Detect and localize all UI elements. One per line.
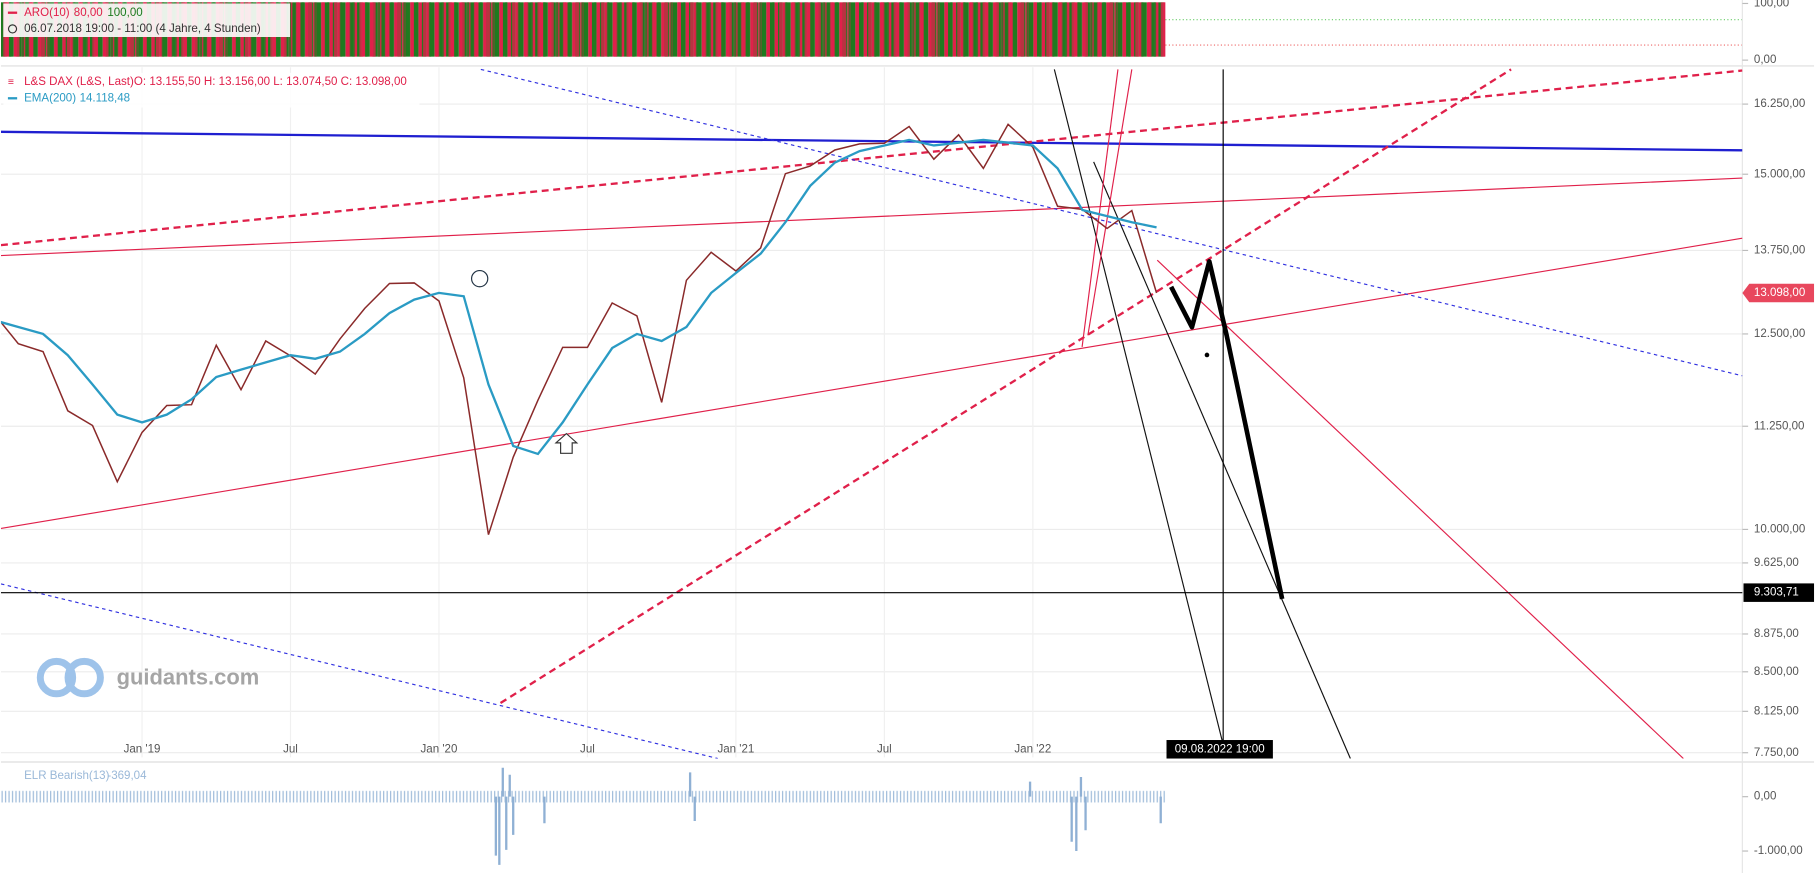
trend-line — [1087, 69, 1133, 336]
y-tick-label: 16.250,00 — [1754, 98, 1805, 110]
clock-icon — [7, 24, 18, 34]
last-price-label: 13.098,00 — [1754, 287, 1805, 299]
time-range: 06.07.2018 19:00 - 11:00 (4 Jahre, 4 Stu… — [24, 23, 261, 35]
y-tick-label: 15.000,00 — [1754, 168, 1805, 180]
series-last-label: 14.118,48 — [80, 92, 131, 104]
legend-icon: ≡ — [8, 77, 14, 88]
y-tick-label: 9.625,00 — [1754, 557, 1799, 569]
y-tick-label: 13.750,00 — [1754, 244, 1805, 256]
cursor-box — [1166, 740, 1273, 759]
legend-bg — [3, 72, 420, 108]
series-line — [0, 138, 1157, 456]
aro-name: ARO(10) — [24, 7, 70, 19]
x-tick-label: Jan '21 — [717, 743, 754, 755]
x-tick-label: Jul — [877, 743, 892, 755]
cursor-date: 09.08.2022 19:00 — [1175, 743, 1265, 755]
y-tick-label: -1.000,00 — [1754, 845, 1803, 857]
y-tick-label: 8.875,00 — [1754, 628, 1799, 640]
watermark: guidants.com — [117, 665, 260, 690]
y-tick-label: 8.125,00 — [1754, 705, 1799, 717]
trend-line — [480, 68, 1743, 377]
y-tick-label: 10.000,00 — [1754, 523, 1805, 535]
trend-line — [1081, 69, 1119, 347]
last-price-box — [1742, 283, 1815, 303]
trend-line — [499, 68, 1512, 705]
y-tick-label: 7.750,00 — [1754, 747, 1799, 759]
marker-circle — [471, 269, 489, 288]
price-panel — [0, 67, 1743, 759]
watermark-logo — [36, 657, 104, 698]
aro-level-label: 80,00 — [74, 7, 103, 19]
elr-bars — [0, 786, 1166, 810]
x-tick-label: Jul — [283, 743, 298, 755]
series-name: L&S DAX (L&S, Last) — [24, 76, 134, 88]
level-label: 9.303,71 — [1754, 587, 1799, 599]
y-tick-label: 11.250,00 — [1754, 420, 1805, 432]
series-line — [0, 123, 1158, 535]
trend-line — [0, 69, 1743, 247]
aro-legend-bg — [3, 3, 291, 38]
trend-line — [1156, 259, 1684, 759]
x-tick-label: Jan '20 — [421, 743, 458, 755]
x-tick-label: Jul — [580, 743, 595, 755]
marker-arrow — [554, 432, 579, 454]
trend-line — [0, 237, 1743, 529]
trend-line — [0, 583, 719, 759]
level-box — [1743, 583, 1815, 602]
y-tick-label: 12.500,00 — [1754, 328, 1805, 340]
aro-level-label: 100,00 — [107, 7, 142, 19]
y-tick-label: 8.500,00 — [1754, 666, 1799, 678]
elr-value: -369,04 — [107, 770, 147, 782]
drawn-projection — [1169, 259, 1285, 600]
elr-spikes — [494, 767, 1162, 865]
elr-name: ELR Bearish(13) — [24, 770, 110, 782]
y-tick-label: 100,00 — [1754, 0, 1789, 10]
trend-line — [1093, 161, 1351, 759]
y-tick-label: 0,00 — [1754, 791, 1776, 803]
drawn-dot — [1204, 352, 1210, 358]
x-tick-label: Jan '19 — [124, 743, 161, 755]
series-name: EMA(200) — [24, 92, 76, 104]
ohlc: O: 13.155,50 H: 13.156,00 L: 13.074,50 C… — [134, 76, 407, 88]
y-tick-label: 0,00 — [1754, 54, 1776, 66]
trend-line — [0, 177, 1743, 257]
trend-line — [1053, 69, 1228, 759]
x-tick-label: Jan '22 — [1014, 743, 1051, 755]
trend-line — [0, 130, 1743, 152]
